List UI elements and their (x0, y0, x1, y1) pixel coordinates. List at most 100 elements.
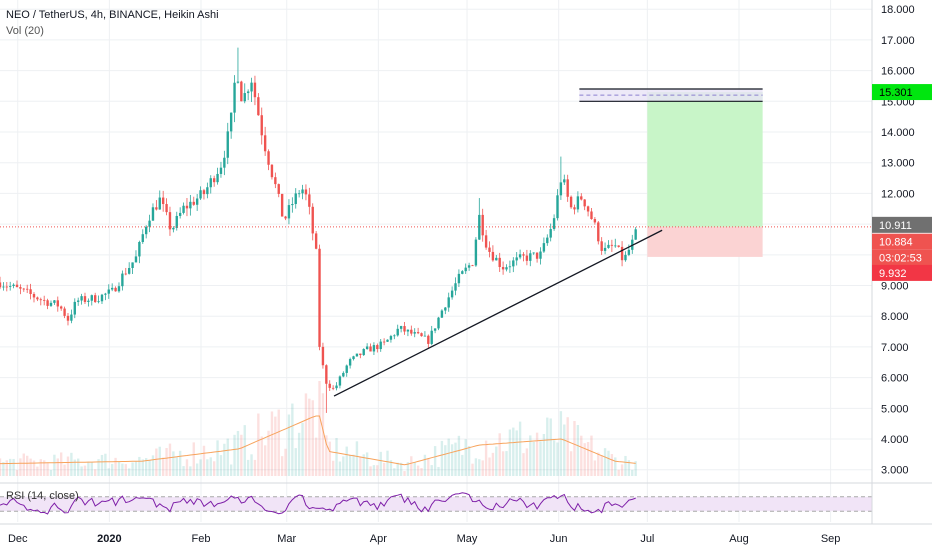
volume-bar (325, 435, 328, 476)
candle-body (518, 254, 522, 258)
volume-bar (342, 456, 345, 476)
current-price-badge: 10.884 (879, 237, 913, 249)
volume-bar (450, 444, 454, 476)
volume-bar (301, 422, 304, 476)
volume-bar (19, 458, 22, 476)
volume-bar (355, 441, 359, 476)
candle-body (127, 268, 131, 274)
candle-body (539, 251, 542, 259)
candle-body (70, 314, 73, 321)
candle-body (617, 245, 620, 247)
volume-bar (566, 417, 569, 476)
candle-body (433, 328, 437, 331)
candle-body (107, 289, 110, 294)
candle-body (80, 296, 83, 301)
volume-bar (573, 421, 576, 476)
volume-bar (563, 424, 566, 476)
candle-body (634, 229, 637, 240)
volume-bar (359, 456, 362, 476)
candle-body (73, 301, 76, 315)
candle-body (614, 245, 617, 247)
grid (0, 0, 872, 522)
last-price-badge-bg (872, 216, 932, 233)
volume-bar (2, 462, 5, 476)
time-tick-label: Dec (8, 533, 28, 545)
candle-body (212, 178, 216, 183)
candle-body (529, 253, 532, 261)
symbol-legend[interactable]: NEO / TetherUS, 4h, BINANCE, Heikin Ashi (6, 9, 219, 21)
target-price-badge-bg (872, 84, 932, 101)
price-tick-label: 7.000 (881, 342, 909, 354)
rsi-legend[interactable]: RSI (14, close) (6, 490, 79, 502)
volume-bar (362, 454, 365, 476)
volume-bar (474, 458, 478, 476)
target-price-badge: 15.301 (879, 87, 913, 99)
candle-body (454, 283, 457, 291)
volume-bar (522, 453, 525, 476)
candle-body (396, 328, 399, 336)
volume-bar (631, 469, 634, 476)
candle-body (620, 246, 624, 261)
time-tick-label: Feb (192, 533, 211, 545)
candle-body (2, 286, 5, 288)
candle-body (525, 255, 529, 261)
volume-bar (447, 438, 450, 476)
candle-body (563, 179, 566, 183)
volume-bar (178, 450, 182, 476)
candle-body (304, 189, 308, 195)
candle-body (250, 82, 253, 92)
candle-body (430, 330, 433, 344)
candle-body (542, 243, 546, 252)
volume-bar (634, 461, 637, 476)
volume-bar (124, 464, 127, 476)
candle-body (576, 196, 580, 210)
volume-bar (471, 463, 474, 476)
volume-bar (83, 465, 87, 476)
candle-body (226, 131, 229, 158)
drawings[interactable] (0, 88, 872, 397)
candle-body (148, 220, 151, 227)
volume-bar (141, 459, 144, 476)
time-tick-label: May (457, 533, 478, 545)
candle-body (624, 254, 627, 261)
candle-body (59, 306, 63, 309)
volume-bar (603, 448, 607, 476)
volume-bar (352, 454, 355, 476)
candle-body (144, 226, 148, 235)
volume-bar (127, 468, 131, 476)
candle-body (56, 300, 59, 307)
long-position-tool[interactable] (647, 92, 763, 257)
volume-bar (318, 381, 321, 476)
volume-bar (491, 452, 495, 476)
volume-bar (104, 453, 107, 476)
candle-body (216, 173, 219, 183)
volume-bar (396, 462, 399, 476)
candle-body (379, 341, 382, 350)
candle-body (420, 333, 423, 337)
volume-bar (444, 445, 447, 476)
candle-body (325, 365, 328, 384)
candle-body (600, 241, 603, 251)
rsi-band (0, 496, 872, 512)
volume-bar (501, 451, 505, 476)
candle-body (321, 346, 325, 366)
candle-body (603, 247, 607, 251)
candle-body (175, 215, 178, 228)
volume-bar (457, 435, 461, 476)
candle-body (165, 204, 168, 213)
volume-ma-line (0, 415, 636, 466)
candle-body (202, 190, 206, 195)
candle-body (416, 332, 420, 334)
candle-body (192, 201, 195, 205)
candle-body (474, 239, 478, 266)
candle-body (104, 293, 107, 295)
countdown-badge: 03:02:53 (879, 253, 922, 265)
volume-bar (175, 457, 178, 476)
volume-bar (229, 464, 233, 476)
loss-zone (647, 226, 763, 257)
volume-legend[interactable]: Vol (20) (6, 25, 44, 37)
volume-bar (22, 453, 25, 476)
candle-body (627, 249, 631, 255)
